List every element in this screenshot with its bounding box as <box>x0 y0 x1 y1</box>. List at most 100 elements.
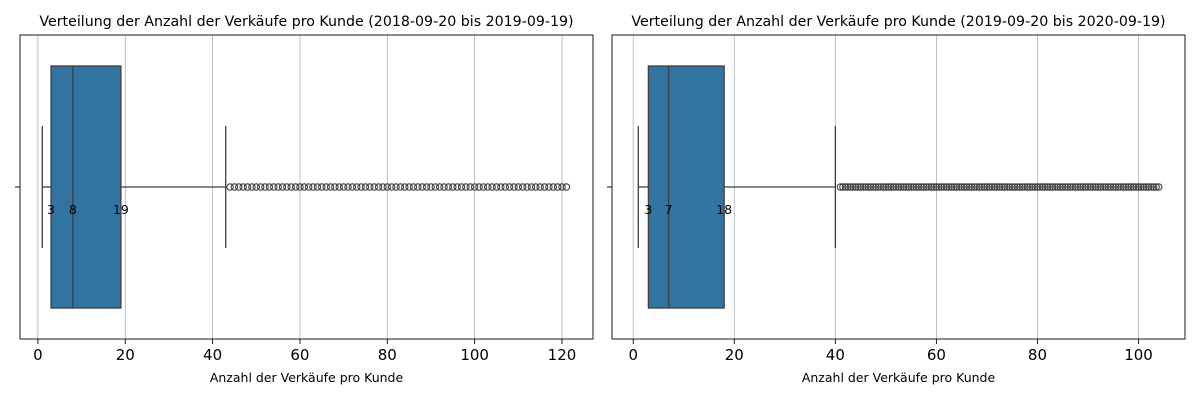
outlier-point-right <box>892 183 900 191</box>
x-tick-label-20-left: 20 <box>116 346 135 364</box>
outlier-points-left <box>226 183 571 191</box>
outlier-point-right <box>1099 183 1107 191</box>
outlier-point-right <box>1066 183 1075 191</box>
outlier-point-left <box>501 183 509 191</box>
outlier-point-right <box>872 183 880 191</box>
outlier-point-left <box>545 183 553 191</box>
outlier-point-right <box>859 183 867 191</box>
outlier-point-left <box>352 183 361 191</box>
outlier-point-right <box>1010 183 1019 191</box>
outlier-point-left <box>488 183 496 191</box>
x-tick-label-0-right: 0 <box>628 346 638 364</box>
outlier-point-left <box>287 183 295 191</box>
outlier-point-right <box>1023 183 1032 191</box>
outlier-point-left <box>466 183 475 191</box>
outlier-point-left <box>379 183 387 191</box>
outlier-point-right <box>841 183 850 191</box>
x-tick-label-60-right: 60 <box>927 346 946 364</box>
x-axis-label-left: Anzahl der Verkäufe pro Kunde <box>210 370 404 385</box>
outlier-point-right <box>884 183 893 191</box>
annotation-median-left: 8 <box>69 202 77 217</box>
outlier-point-right <box>950 183 958 191</box>
outlier-point-right <box>955 183 963 191</box>
outlier-point-right <box>839 183 847 191</box>
outlier-point-left <box>269 183 278 191</box>
outlier-point-right <box>899 183 908 191</box>
outlier-point-right <box>846 183 855 191</box>
outlier-point-left <box>457 183 466 191</box>
outlier-point-right <box>922 183 931 191</box>
outlier-point-right <box>1134 183 1143 191</box>
outlier-point-left <box>505 183 514 191</box>
outlier-point-left <box>453 183 461 191</box>
outlier-point-right <box>1026 183 1034 191</box>
outlier-point-right <box>1071 183 1080 191</box>
outlier-point-left <box>440 183 448 191</box>
outlier-point-right <box>1021 183 1029 191</box>
outlier-point-left <box>344 183 352 191</box>
outlier-point-left <box>514 183 523 191</box>
annotation-q1-left: 3 <box>47 202 55 217</box>
outlier-point-left <box>562 183 571 191</box>
outlier-point-left <box>318 183 326 191</box>
outlier-point-right <box>998 183 1006 191</box>
outlier-point-right <box>968 183 976 191</box>
outlier-point-left <box>326 183 335 191</box>
outlier-point-right <box>914 183 923 191</box>
outlier-point-right <box>1147 183 1155 191</box>
outlier-point-right <box>1096 183 1105 191</box>
outlier-point-left <box>427 183 435 191</box>
outlier-point-left <box>309 183 317 191</box>
outlier-point-right <box>1051 183 1059 191</box>
outlier-point-right <box>856 183 865 191</box>
outlier-point-right <box>1036 183 1044 191</box>
outlier-point-left <box>348 183 357 191</box>
outlier-point-left <box>278 183 287 191</box>
outlier-point-right <box>1122 183 1130 191</box>
annotation-median-right: 7 <box>665 202 673 217</box>
outlier-point-left <box>418 183 426 191</box>
outlier-point-right <box>1139 183 1148 191</box>
outlier-point-left <box>252 183 261 191</box>
outlier-point-right <box>1016 183 1024 191</box>
x-tick-label-80-right: 80 <box>1028 346 1047 364</box>
outlier-point-right <box>993 183 1001 191</box>
outlier-point-left <box>235 183 243 191</box>
outlier-point-right <box>864 183 872 191</box>
x-tick-label-100-left: 100 <box>460 346 489 364</box>
outlier-point-left <box>549 183 558 191</box>
outlier-point-left <box>304 183 313 191</box>
outlier-point-left <box>540 183 549 191</box>
outlier-point-right <box>978 183 986 191</box>
outlier-point-left <box>518 183 527 191</box>
outlier-point-right <box>1132 183 1140 191</box>
outlier-point-right <box>920 183 928 191</box>
outlier-point-right <box>866 183 875 191</box>
outlier-point-left <box>248 183 256 191</box>
outlier-point-right <box>1091 183 1100 191</box>
outlier-point-right <box>1106 183 1115 191</box>
chart-panel-right: Verteilung der Anzahl der Verkäufe pro K… <box>607 14 1186 385</box>
outlier-point-right <box>1114 183 1123 191</box>
chart-panel-left: Verteilung der Anzahl der Verkäufe pro K… <box>15 14 594 385</box>
outlier-point-right <box>1013 183 1021 191</box>
outlier-point-right <box>1064 183 1072 191</box>
outlier-point-right <box>980 183 989 191</box>
outlier-point-right <box>1086 183 1095 191</box>
outlier-point-right <box>889 183 898 191</box>
outlier-point-right <box>942 183 951 191</box>
outlier-point-right <box>1056 183 1064 191</box>
outlier-point-left <box>431 183 440 191</box>
outlier-point-left <box>357 183 365 191</box>
outlier-point-right <box>1152 183 1160 191</box>
outlier-point-right <box>988 183 996 191</box>
outlier-point-right <box>973 183 981 191</box>
outlier-point-left <box>322 183 330 191</box>
outlier-point-left <box>497 183 505 191</box>
x-tick-label-0-left: 0 <box>33 346 43 364</box>
x-ticks-right: 0 20 40 60 80 100 <box>628 339 1153 364</box>
outlier-point-left <box>405 183 413 191</box>
outlier-point-right <box>844 183 852 191</box>
outlier-point-right <box>1038 183 1047 191</box>
